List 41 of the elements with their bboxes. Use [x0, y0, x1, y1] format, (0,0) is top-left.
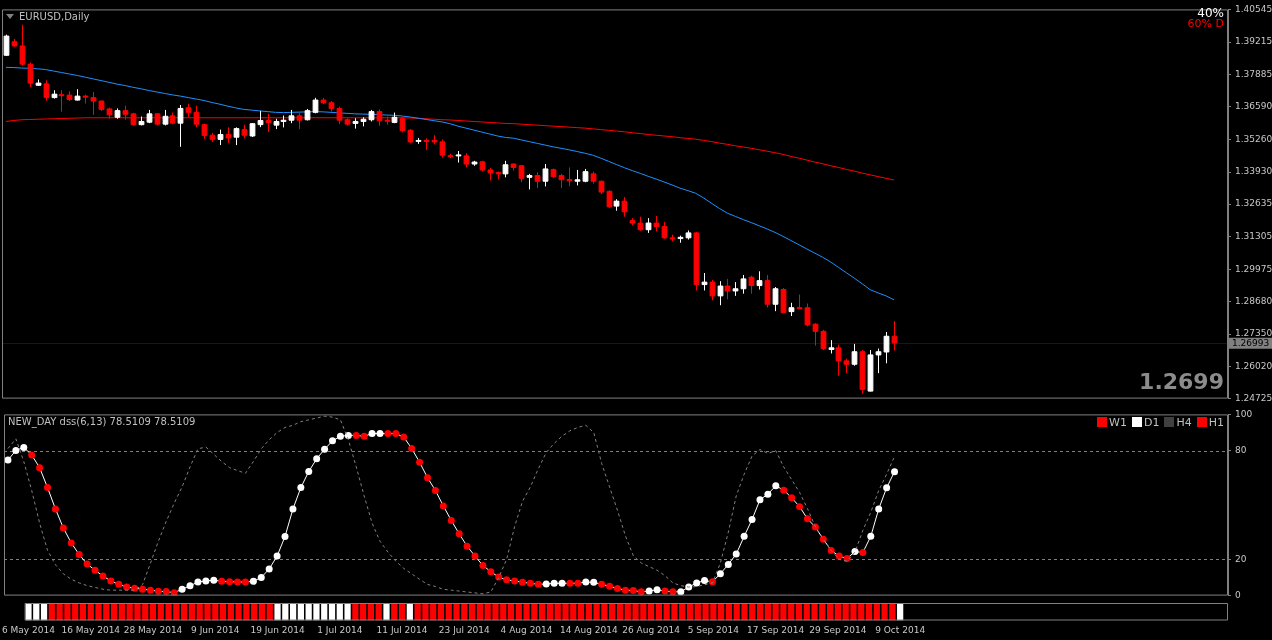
x-tick-label: 4 Aug 2014	[500, 625, 553, 636]
y-tick-label: 0	[1235, 589, 1241, 600]
y-tick-label: 100	[1235, 408, 1253, 419]
y-tick-label: 1.36590	[1235, 101, 1272, 112]
x-tick-label: 9 Jun 2014	[191, 625, 240, 636]
x-tick-label: 5 Sep 2014	[687, 625, 740, 636]
ref-line-label: 1.26993	[1232, 337, 1270, 348]
y-tick-label: 1.31305	[1235, 231, 1272, 242]
y-tick-label: 1.40545	[1235, 3, 1272, 14]
x-tick-label: 17 Sep 2014	[747, 625, 805, 636]
x-tick-label: 1 Jul 2014	[317, 625, 363, 636]
y-tick-label: 1.37885	[1235, 69, 1272, 80]
y-tick-label: 1.33930	[1235, 166, 1272, 177]
y-tick-label: 1.29975	[1235, 263, 1272, 274]
y-tick-label: 1.26020	[1235, 361, 1272, 372]
y-tick-label: 1.35260	[1235, 133, 1272, 144]
x-tick-label: 16 May 2014	[61, 625, 121, 636]
text: W1	[1109, 416, 1127, 430]
y-tick-label: 80	[1235, 444, 1247, 455]
x-tick-label: 11 Jul 2014	[376, 625, 428, 636]
y-tick-label: 1.28680	[1235, 295, 1272, 306]
y-tick-label: 1.24725	[1235, 392, 1272, 403]
x-tick-label: 28 May 2014	[123, 625, 183, 636]
text: 60% D	[1187, 17, 1224, 31]
text: 1.2699	[1139, 368, 1224, 395]
x-tick-label: 19 Jun 2014	[250, 625, 305, 636]
text: H4	[1176, 416, 1192, 430]
text: H1	[1208, 416, 1224, 430]
y-tick-label: 20	[1235, 553, 1247, 564]
x-tick-label: 29 Sep 2014	[809, 625, 867, 636]
x-tick-label: 6 May 2014	[2, 625, 56, 636]
x-tick-label: 23 Jul 2014	[438, 625, 491, 636]
chart-title: NEW_DAY dss(6,13) 78.5109 78.5109	[8, 416, 196, 428]
y-tick-label: 1.27350	[1235, 328, 1272, 339]
chart-title: EURUSD,Daily	[19, 11, 90, 23]
x-tick-label: 26 Aug 2014	[622, 625, 681, 636]
x-tick-label: 14 Aug 2014	[560, 625, 618, 636]
text: D1	[1143, 416, 1160, 430]
x-tick-label: 9 Oct 2014	[875, 625, 926, 636]
y-tick-label: 1.39215	[1235, 36, 1272, 47]
y-tick-label: 1.32635	[1235, 198, 1272, 209]
